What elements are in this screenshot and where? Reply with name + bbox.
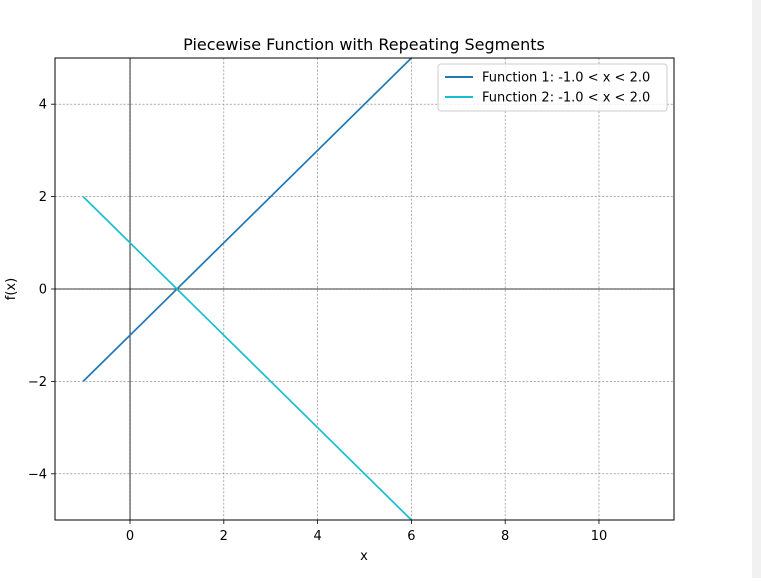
y-tick-label: 2 xyxy=(39,190,47,205)
legend-label-function-2: Function 2: -1.0 < x < 2.0 xyxy=(482,91,650,106)
y-tick-label: −4 xyxy=(28,467,47,482)
x-tick-label: 2 xyxy=(220,529,228,544)
x-tick-label: 6 xyxy=(407,529,415,544)
x-tick-label: 8 xyxy=(501,529,509,544)
y-tick-label: 0 xyxy=(39,283,47,298)
legend: Function 1: -1.0 < x < 2.0 Function 2: -… xyxy=(437,63,668,112)
series-layer xyxy=(82,57,412,521)
legend-label-function-1: Function 1: -1.0 < x < 2.0 xyxy=(482,71,650,86)
zero-axis-lines xyxy=(55,58,674,520)
x-tick-label: 0 xyxy=(126,529,134,544)
x-axis-label: x xyxy=(360,549,368,564)
y-axis-label: f(x) xyxy=(4,278,19,300)
y-tick-label: 4 xyxy=(39,98,47,113)
scrollbar-gutter xyxy=(752,0,761,578)
x-tick-label: 4 xyxy=(313,529,321,544)
legend-box xyxy=(437,63,668,112)
tick-layer: 0 2 4 6 8 10 −4 −2 0 2 4 xyxy=(28,98,607,544)
x-tick-label: 10 xyxy=(591,529,608,544)
y-tick-label: −2 xyxy=(28,375,47,390)
chart-title: Piecewise Function with Repeating Segmen… xyxy=(183,35,545,54)
series-line-function-2 xyxy=(82,195,412,521)
series-line-function-1 xyxy=(82,57,412,383)
